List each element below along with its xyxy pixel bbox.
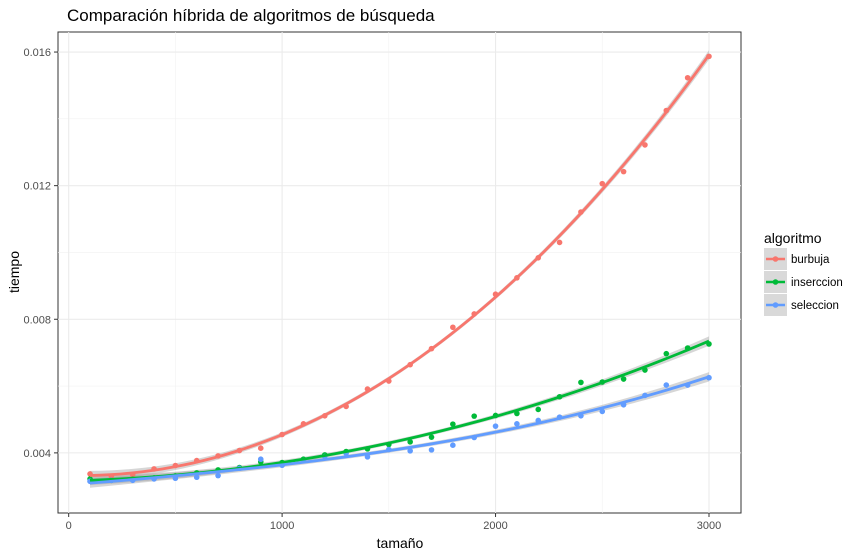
- point-seleccion: [514, 421, 520, 427]
- point-burbuja: [684, 74, 691, 81]
- point-seleccion: [364, 454, 371, 460]
- plot-panel: [57, 31, 742, 514]
- legend-label-seleccion: seleccion: [791, 300, 839, 312]
- point-burbuja: [450, 324, 456, 331]
- point-burbuja: [556, 239, 563, 246]
- point-inserccion: [428, 434, 435, 440]
- y-tick-label: 0.008: [23, 314, 51, 326]
- point-burbuja: [620, 168, 627, 175]
- point-seleccion: [663, 382, 670, 388]
- y-tick-label: 0.012: [23, 181, 51, 193]
- point-inserccion: [407, 439, 413, 445]
- fit-line-burbuja: [89, 54, 711, 477]
- legend: algoritmo burbuja inserccion seleccion: [764, 230, 843, 316]
- point-seleccion: [257, 456, 264, 463]
- y-axis-label: tiempo: [6, 251, 22, 293]
- x-axis: 0 1000 2000 3000: [66, 513, 721, 532]
- x-tick-label: 3000: [697, 520, 721, 532]
- point-seleccion: [428, 447, 435, 453]
- x-tick-label: 1000: [270, 520, 294, 532]
- fit-lines: [89, 54, 711, 485]
- legend-point-seleccion: [772, 302, 779, 308]
- point-inserccion: [620, 376, 627, 382]
- point-inserccion: [663, 350, 670, 357]
- legend-title: algoritmo: [764, 230, 822, 246]
- legend-label-burbuja: burbuja: [791, 254, 830, 266]
- point-seleccion: [193, 474, 200, 481]
- point-seleccion: [599, 408, 606, 415]
- point-seleccion: [407, 448, 413, 454]
- x-tick-label: 2000: [483, 520, 507, 532]
- x-axis-label: tamaño: [377, 535, 424, 551]
- fit-line-seleccion: [89, 375, 710, 485]
- point-burbuja: [642, 142, 648, 148]
- legend-point-burbuja: [772, 256, 779, 262]
- legend-label-inserccion: inserccion: [791, 277, 843, 289]
- y-tick-label: 0.016: [23, 47, 51, 59]
- grid: [58, 32, 741, 513]
- point-inserccion: [535, 406, 542, 413]
- point-seleccion: [450, 442, 456, 448]
- y-axis: 0.004 0.008 0.012 0.016: [23, 47, 58, 460]
- point-burbuja: [257, 445, 264, 451]
- legend-point-inserccion: [772, 279, 779, 285]
- y-tick-label: 0.004: [23, 448, 51, 460]
- point-burbuja: [599, 180, 606, 187]
- chart-title: Comparación híbrida de algoritmos de bús…: [67, 6, 435, 25]
- point-inserccion: [471, 413, 478, 419]
- point-inserccion: [578, 379, 584, 386]
- x-tick-label: 0: [66, 520, 72, 532]
- point-seleccion: [215, 472, 221, 479]
- point-seleccion: [492, 423, 499, 429]
- point-inserccion: [450, 421, 456, 427]
